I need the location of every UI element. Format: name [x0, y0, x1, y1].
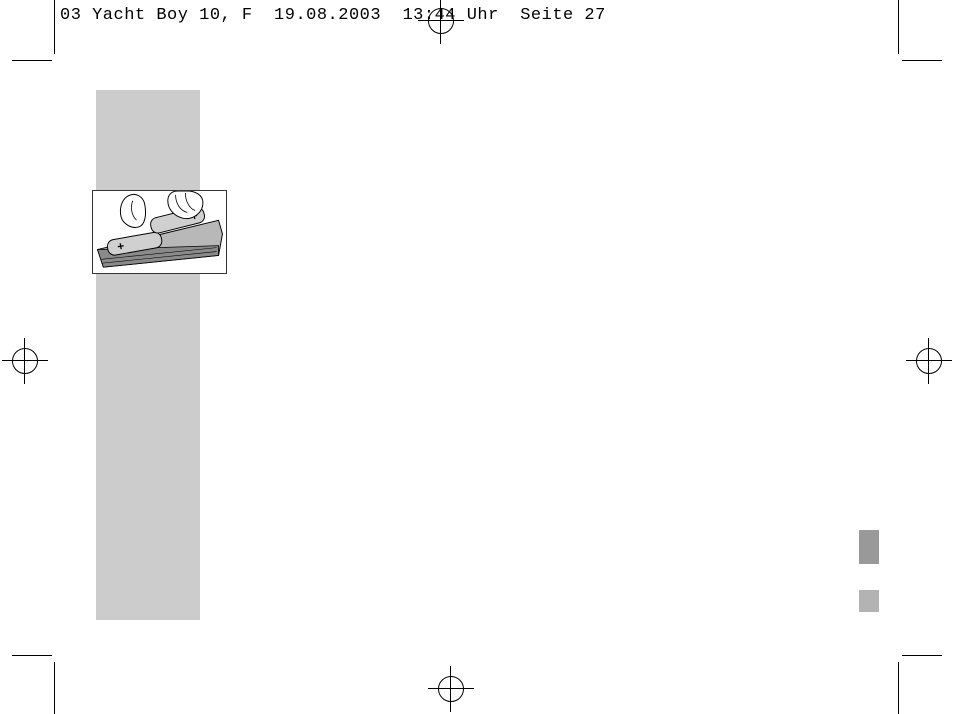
slug-page: Seite 27 [520, 6, 606, 25]
flag-bar [859, 590, 879, 612]
registration-mark-icon [2, 338, 48, 384]
prepress-slug: 03 Yacht Boy 10, F 19.08.2003 13:44 Uhr … [60, 6, 606, 25]
battery-insertion-illustration: + + [92, 190, 227, 274]
registration-mark-icon [418, 0, 464, 44]
battery-svg-icon: + + [93, 191, 226, 273]
flag-bar [859, 568, 879, 586]
slug-filename: 03 Yacht Boy 10, F [60, 6, 253, 25]
crop-mark [12, 655, 52, 656]
language-flag-marker [859, 530, 879, 616]
page-side-column [96, 90, 200, 620]
registration-mark-icon [906, 338, 952, 384]
crop-mark [898, 662, 899, 714]
flag-bar [859, 530, 879, 564]
registration-mark-icon [428, 666, 474, 712]
crop-mark [12, 60, 52, 61]
crop-mark [54, 662, 55, 714]
crop-mark [898, 0, 899, 54]
crop-mark [54, 0, 55, 54]
crop-mark [902, 655, 942, 656]
slug-date: 19.08.2003 [274, 6, 381, 25]
crop-mark [902, 60, 942, 61]
